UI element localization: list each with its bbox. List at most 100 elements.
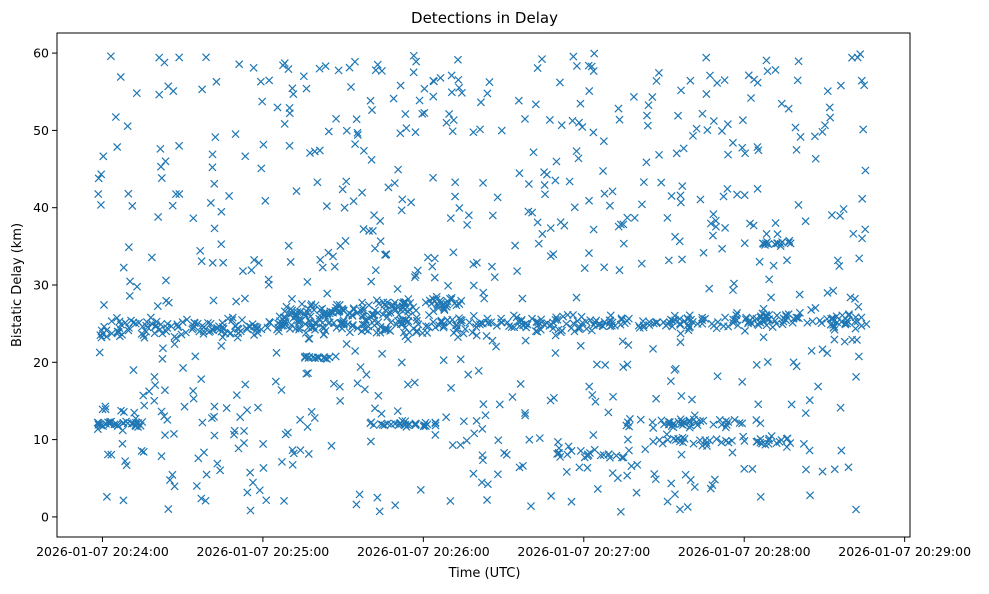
data-point bbox=[583, 463, 592, 472]
x-marker bbox=[619, 453, 628, 462]
data-point bbox=[297, 300, 306, 309]
x-marker bbox=[683, 502, 692, 512]
data-point bbox=[446, 214, 455, 223]
x-marker bbox=[606, 316, 615, 325]
x-marker bbox=[553, 315, 562, 324]
x-marker bbox=[119, 496, 128, 505]
x-marker bbox=[206, 198, 215, 207]
x-marker bbox=[623, 316, 632, 325]
x-marker bbox=[721, 423, 730, 432]
data-point bbox=[150, 396, 159, 405]
x-marker bbox=[855, 254, 864, 263]
data-point bbox=[137, 446, 146, 455]
data-point bbox=[397, 206, 406, 215]
data-point bbox=[272, 348, 281, 357]
data-point bbox=[758, 239, 767, 248]
data-point bbox=[182, 315, 192, 324]
x-marker bbox=[782, 316, 791, 325]
x-marker bbox=[164, 298, 173, 307]
x-marker bbox=[687, 395, 696, 404]
data-point bbox=[740, 464, 749, 473]
x-marker bbox=[698, 441, 707, 450]
x-marker bbox=[811, 303, 820, 312]
data-point bbox=[676, 329, 685, 338]
data-point bbox=[632, 488, 641, 497]
x-marker bbox=[618, 337, 627, 346]
x-marker bbox=[409, 303, 418, 312]
x-marker bbox=[730, 279, 739, 288]
data-point bbox=[509, 311, 518, 320]
data-point bbox=[488, 211, 497, 220]
data-point bbox=[619, 453, 628, 462]
data-point bbox=[599, 166, 608, 176]
x-marker bbox=[459, 329, 468, 338]
data-point bbox=[378, 420, 387, 429]
x-marker bbox=[850, 294, 859, 303]
x-marker bbox=[676, 329, 685, 338]
data-point bbox=[152, 317, 161, 326]
x-marker bbox=[483, 89, 492, 98]
x-marker bbox=[288, 460, 297, 469]
data-point bbox=[698, 441, 707, 450]
data-point bbox=[619, 363, 628, 372]
x-marker bbox=[218, 322, 227, 331]
data-point bbox=[224, 314, 233, 323]
x-marker bbox=[313, 353, 322, 362]
x-marker bbox=[754, 400, 763, 409]
data-point bbox=[733, 321, 742, 330]
x-marker bbox=[862, 320, 871, 329]
x-marker bbox=[589, 430, 598, 440]
x-marker bbox=[329, 252, 338, 261]
x-marker bbox=[160, 386, 169, 395]
data-point bbox=[420, 108, 429, 117]
data-point bbox=[582, 324, 591, 333]
x-marker bbox=[718, 244, 727, 253]
x-marker bbox=[570, 203, 579, 212]
x-marker bbox=[698, 313, 707, 322]
data-point bbox=[107, 450, 116, 459]
data-point bbox=[686, 315, 696, 324]
x-marker bbox=[784, 238, 793, 247]
data-point bbox=[693, 319, 702, 328]
data-point bbox=[742, 313, 751, 322]
data-point bbox=[456, 315, 465, 324]
x-marker bbox=[469, 469, 478, 478]
data-point bbox=[336, 241, 345, 251]
x-marker bbox=[793, 76, 802, 85]
x-marker bbox=[376, 216, 385, 225]
data-point bbox=[415, 96, 424, 105]
data-point bbox=[754, 400, 763, 409]
x-marker bbox=[615, 115, 624, 124]
data-point bbox=[549, 393, 558, 402]
x-marker bbox=[151, 322, 160, 331]
x-marker bbox=[686, 76, 695, 85]
x-marker bbox=[170, 482, 179, 491]
data-point bbox=[380, 421, 389, 430]
x-marker bbox=[360, 385, 369, 394]
x-marker bbox=[481, 411, 490, 420]
x-marker bbox=[846, 293, 855, 302]
data-point bbox=[114, 328, 123, 337]
data-point bbox=[180, 402, 189, 411]
data-point bbox=[209, 296, 218, 305]
data-point bbox=[211, 133, 220, 142]
data-point bbox=[331, 352, 340, 361]
data-point bbox=[782, 434, 791, 443]
x-marker bbox=[235, 60, 244, 69]
x-marker bbox=[452, 321, 461, 330]
data-point bbox=[598, 322, 608, 331]
x-marker bbox=[613, 474, 622, 483]
x-marker bbox=[431, 421, 440, 430]
data-point bbox=[752, 360, 761, 369]
data-point bbox=[477, 478, 486, 487]
data-point bbox=[860, 81, 869, 90]
data-point bbox=[256, 77, 265, 86]
x-marker bbox=[705, 71, 714, 80]
x-marker bbox=[713, 78, 722, 88]
x-marker bbox=[288, 446, 297, 455]
x-marker bbox=[334, 66, 343, 75]
data-point bbox=[844, 311, 853, 320]
data-point bbox=[527, 314, 537, 323]
x-marker bbox=[154, 212, 163, 221]
x-marker bbox=[649, 344, 658, 353]
